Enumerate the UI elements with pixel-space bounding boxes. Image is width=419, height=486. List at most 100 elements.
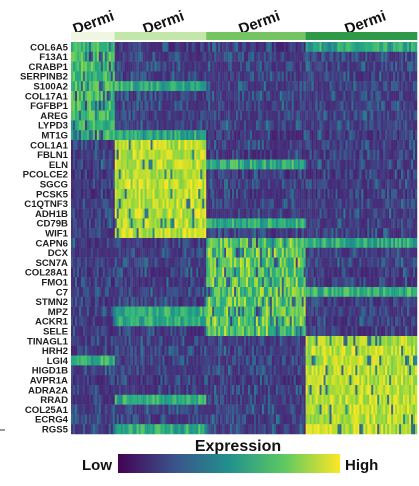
heatmap-cell [168,51,171,62]
heatmap-cell [373,218,376,229]
heatmap-cell [387,257,390,268]
heatmap-cell [335,140,338,151]
heatmap-cell [78,110,82,121]
heatmap-cell [359,228,362,239]
heatmap-cell [263,71,267,82]
heatmap-cell [297,81,300,92]
heatmap-cell [397,228,400,239]
heatmap-cell [407,120,410,131]
heatmap-cell [172,140,175,151]
heatmap-cell [307,257,310,268]
heatmap-cell [265,110,269,121]
heatmap-cell [307,306,310,317]
heatmap-cell [84,130,88,141]
heatmap-cell [144,42,147,53]
heatmap-cell [230,277,233,288]
heatmap-cell [216,71,219,82]
heatmap-cell [182,110,185,121]
heatmap-cell [168,71,171,82]
heatmap-cell [126,159,129,170]
heatmap-cell [72,130,76,141]
heatmap-cell [190,130,193,141]
heatmap-cell [285,149,288,160]
heatmap-cell [253,61,257,72]
heatmap-cell [178,149,181,160]
heatmap-cell [295,169,298,180]
cluster-annotation-bar [71,32,418,40]
heatmap-cell [387,140,390,151]
heatmap-cell [174,100,177,111]
heatmap-cell [220,110,223,121]
heatmap-cell [166,61,169,72]
heatmap-cell [277,100,281,111]
heatmap-cell [100,316,104,327]
heatmap-cell [251,198,255,209]
heatmap-cell [222,42,225,53]
heatmap-cell [92,247,96,258]
heatmap-cell [152,257,155,268]
heatmap-cell [309,130,312,141]
heatmap-cell [391,198,394,209]
heatmap-cell [210,61,213,72]
heatmap-cell [190,247,193,258]
heatmap-cell [134,208,137,219]
heatmap-cell [331,110,334,121]
heatmap-cell [413,61,416,72]
heatmap-cell [391,51,394,62]
heatmap-cell [104,238,108,249]
heatmap-cell [126,198,129,209]
heatmap-cell [291,120,294,131]
heatmap-cell [186,198,189,209]
heatmap-cell [269,218,273,229]
heatmap-cell [301,257,304,268]
heatmap-cell [71,198,74,209]
heatmap-cell [156,228,159,239]
heatmap-cell [74,130,78,141]
heatmap-cell [355,51,358,62]
heatmap-cell [170,159,173,170]
heatmap-cell [188,61,191,72]
heatmap-cell [331,247,334,258]
heatmap-cell [331,100,334,111]
heatmap-cell [347,61,350,72]
heatmap-cell [367,100,370,111]
heatmap-cell [104,51,108,62]
heatmap-cell [226,179,229,190]
heatmap-cell [130,71,133,82]
heatmap-cell [148,267,151,278]
heatmap-cell [198,257,201,268]
heatmap-cell [72,247,76,258]
heatmap-cell [160,189,163,200]
heatmap-cell [397,306,400,317]
heatmap-cell [188,71,191,82]
heatmap-cell [379,169,382,180]
heatmap-cell [244,316,247,327]
heatmap-cell [224,218,227,229]
heatmap-cell [132,140,135,151]
heatmap-cell [164,287,167,298]
heatmap-cell [220,208,223,219]
heatmap-cell [399,247,402,258]
heatmap-cell [325,228,328,239]
heatmap-cell [325,208,328,219]
heatmap-cell [403,169,406,180]
heatmap-cell [108,149,112,160]
heatmap-cell [273,198,277,209]
heatmap-cell [389,267,392,278]
heatmap-cell [385,61,388,72]
heatmap-cell [164,267,167,278]
heatmap-cell [279,159,283,170]
heatmap-cell [363,149,366,160]
heatmap-cell [355,61,358,72]
heatmap-cell [214,247,217,258]
heatmap-cell [132,149,135,160]
heatmap-cell [349,189,352,200]
heatmap-cell [391,306,394,317]
heatmap-cell [76,120,80,131]
heatmap-cell [120,120,123,131]
heatmap-cell [134,81,137,92]
heatmap-cell [319,130,322,141]
heatmap-cell [204,189,207,200]
heatmap-cell [259,277,263,288]
heatmap-cell [285,296,288,307]
